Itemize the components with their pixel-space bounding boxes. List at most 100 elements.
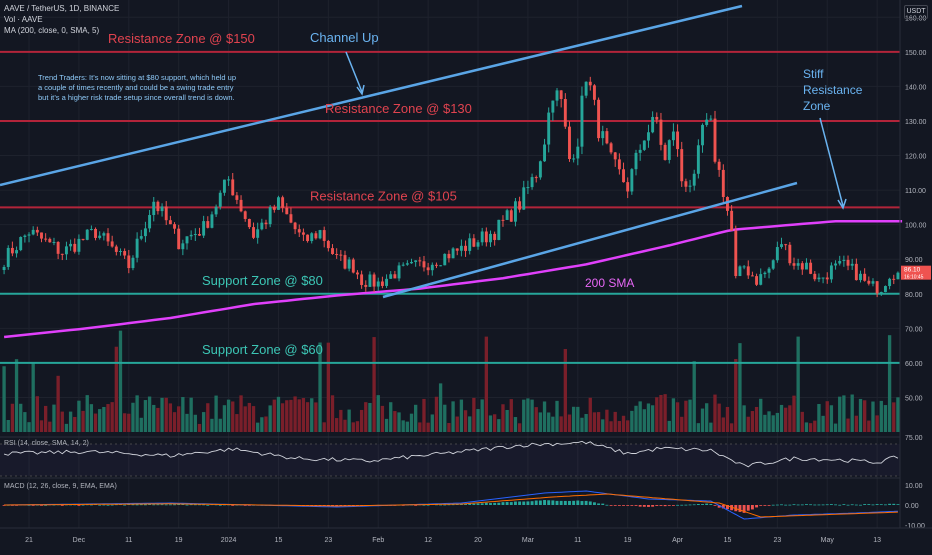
candle-body: [89, 228, 93, 230]
candle-body: [543, 144, 546, 162]
macd-histogram-bar: [622, 505, 625, 506]
candle-body: [480, 231, 484, 243]
macd-histogram-bar: [834, 504, 838, 506]
volume-bar: [846, 418, 850, 432]
volume-bar: [613, 411, 617, 432]
x-tick-label: 11: [574, 537, 581, 544]
volume-bar: [642, 409, 646, 432]
channel-upper-line: [0, 4, 743, 187]
volume-bar: [617, 421, 622, 432]
volume-bar: [409, 413, 414, 432]
volume-bar: [547, 412, 551, 432]
y-tick-label: 60.00: [905, 361, 923, 368]
candle-body: [526, 187, 530, 189]
macd-histogram-bar: [800, 504, 804, 506]
candle-body: [780, 244, 783, 248]
volume-bar: [505, 409, 509, 432]
arrow-stiff: [819, 117, 844, 207]
macd-histogram-bar: [647, 505, 650, 507]
candle-body: [763, 272, 767, 275]
volume-bar: [364, 402, 368, 432]
candle-body: [360, 274, 364, 285]
volume-bar: [210, 418, 214, 432]
volume-bar: [883, 405, 888, 432]
candle-body: [260, 222, 264, 230]
candle-body: [738, 266, 742, 276]
currency-badge[interactable]: USDT: [904, 5, 928, 19]
candle-body: [513, 201, 517, 222]
volume-bar: [389, 402, 393, 432]
volume-bar: [517, 423, 522, 432]
candle-body: [110, 241, 114, 247]
candle-body: [742, 266, 746, 268]
candle-body: [451, 248, 455, 259]
macd-histogram-bar: [464, 503, 468, 505]
volume-bar: [463, 410, 468, 432]
candle-body: [310, 233, 314, 242]
candle-body: [368, 274, 372, 287]
volume-bar: [592, 412, 597, 432]
x-tick-label: 2024: [221, 537, 237, 544]
volume-bar: [476, 409, 480, 432]
candle-body: [497, 219, 501, 240]
candle-body: [721, 169, 725, 198]
candle-body: [879, 292, 883, 294]
volume-bar: [530, 399, 534, 432]
volume-bar: [397, 412, 401, 432]
candle-body: [168, 220, 172, 225]
volume-bar: [114, 346, 118, 432]
candle-body: [588, 81, 592, 86]
volume-bar: [260, 417, 264, 432]
macd-histogram-bar: [160, 504, 164, 506]
volume-bar: [52, 404, 56, 432]
volume-bar: [821, 415, 825, 432]
macd-histogram-bar: [177, 503, 181, 505]
candle-body: [509, 210, 513, 222]
candle-body: [771, 260, 775, 269]
macd-histogram-bar: [875, 504, 879, 505]
macd-histogram-bar: [555, 500, 559, 505]
macd-histogram-bar: [701, 504, 704, 505]
x-tick-label: 20: [474, 537, 482, 544]
volume-bar: [322, 422, 326, 432]
candle-body: [376, 281, 380, 287]
volume-bar: [850, 394, 854, 432]
volume-bar: [326, 342, 331, 432]
volume-bar: [754, 406, 759, 432]
volume-bar: [746, 416, 750, 432]
macd-histogram-bar: [189, 504, 193, 506]
candle-body: [501, 219, 505, 221]
volume-bar: [892, 402, 896, 432]
candle-body: [434, 264, 438, 266]
candle-body: [19, 236, 23, 251]
macd-histogram-bar: [530, 501, 534, 505]
macd-histogram-bar: [605, 504, 609, 506]
macd-histogram-bar: [143, 504, 147, 506]
macd-histogram-bar: [77, 505, 81, 506]
candle-body: [559, 90, 563, 99]
volume-bar: [875, 415, 879, 432]
candle-body: [272, 207, 276, 210]
volume-bar: [330, 395, 335, 432]
x-tick-label: 13: [873, 537, 881, 544]
candle-body: [775, 247, 779, 261]
x-tick-label: Feb: [372, 537, 384, 544]
candle-body: [489, 233, 492, 243]
macd-histogram-bar: [572, 500, 576, 505]
macd-histogram-bar: [426, 504, 430, 506]
volume-bar: [825, 401, 829, 432]
candle-body: [800, 263, 804, 270]
macd-histogram-bar: [805, 504, 808, 505]
volume-bar: [10, 403, 15, 432]
volume-bar: [156, 407, 160, 432]
volume-bar: [143, 400, 148, 432]
candle-body: [642, 140, 646, 150]
volume-bar: [488, 415, 493, 432]
candle-body: [443, 253, 447, 266]
x-tick-label: Mar: [522, 537, 535, 544]
volume-bar: [368, 402, 372, 432]
candle-body: [576, 146, 580, 159]
volume-bar: [630, 410, 634, 432]
last-price-countdown: 16:10:45: [904, 275, 924, 281]
